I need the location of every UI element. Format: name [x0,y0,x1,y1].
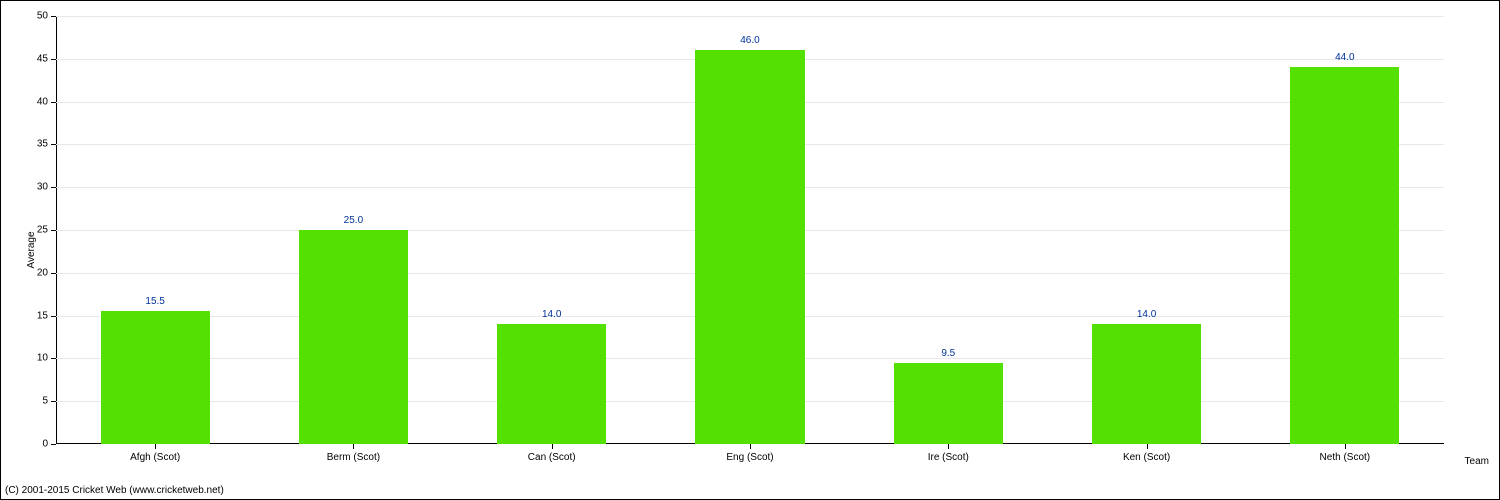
y-tick-label: 40 [37,96,56,107]
x-tick-label: Ken (Scot) [1123,444,1170,463]
y-tick-label: 10 [37,353,56,364]
bar: 44.0 [1290,67,1399,444]
bar-value-label: 46.0 [740,35,759,50]
copyright-text: (C) 2001-2015 Cricket Web (www.cricketwe… [5,485,224,496]
gridline [56,16,1444,17]
x-tick-label: Ire (Scot) [928,444,969,463]
y-tick-label: 20 [37,267,56,278]
bar-value-label: 14.0 [542,309,561,324]
bar: 15.5 [101,311,210,444]
bar-value-label: 15.5 [145,296,164,311]
x-axis-label: Team [1465,456,1489,467]
x-tick-label: Eng (Scot) [726,444,773,463]
x-tick-label: Neth (Scot) [1320,444,1371,463]
bar: 14.0 [497,324,606,444]
x-tick-label: Berm (Scot) [327,444,380,463]
bar: 46.0 [695,50,804,444]
bar-value-label: 25.0 [344,215,363,230]
y-tick-label: 25 [37,225,56,236]
plot-area: 0510152025303540455015.5Afgh (Scot)25.0B… [56,16,1444,444]
chart-container: Average Team 0510152025303540455015.5Afg… [0,0,1500,500]
y-tick-label: 50 [37,11,56,22]
x-tick-label: Afgh (Scot) [130,444,180,463]
y-axis-label: Average [26,231,37,268]
y-tick-label: 15 [37,310,56,321]
y-tick-label: 30 [37,182,56,193]
y-tick-label: 5 [42,396,56,407]
y-tick-label: 45 [37,53,56,64]
bar: 9.5 [894,363,1003,444]
x-tick-label: Can (Scot) [528,444,576,463]
y-tick-label: 0 [42,439,56,450]
bar-value-label: 9.5 [941,348,955,363]
y-tick-label: 35 [37,139,56,150]
bar: 14.0 [1092,324,1201,444]
bar-value-label: 44.0 [1335,52,1354,67]
bar: 25.0 [299,230,408,444]
bar-value-label: 14.0 [1137,309,1156,324]
